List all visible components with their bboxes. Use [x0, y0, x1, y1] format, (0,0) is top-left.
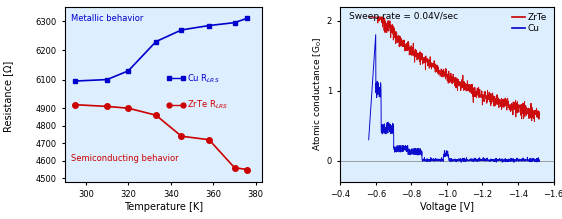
Text: Cu R$_{LRS}$: Cu R$_{LRS}$ — [187, 72, 220, 85]
Text: Sweep rate = 0.04V/sec: Sweep rate = 0.04V/sec — [349, 12, 458, 21]
Text: Resistance [Ω]: Resistance [Ω] — [3, 61, 13, 132]
X-axis label: Temperature [K]: Temperature [K] — [124, 202, 203, 212]
Y-axis label: Atomic conductance [G$_0$]: Atomic conductance [G$_0$] — [311, 37, 324, 151]
Legend: ZrTe, Cu: ZrTe, Cu — [510, 11, 549, 35]
X-axis label: Voltage [V]: Voltage [V] — [420, 202, 474, 212]
Text: ZrTe R$_{LRS}$: ZrTe R$_{LRS}$ — [187, 98, 228, 111]
Text: Semiconducting behavior: Semiconducting behavior — [71, 154, 178, 163]
Text: Metallic behavior: Metallic behavior — [71, 14, 143, 23]
